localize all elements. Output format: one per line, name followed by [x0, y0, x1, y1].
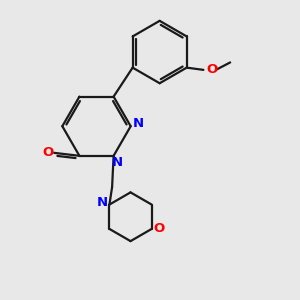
Text: N: N — [112, 156, 123, 169]
Text: N: N — [96, 196, 108, 209]
Text: O: O — [153, 222, 165, 235]
Text: O: O — [42, 146, 53, 159]
Text: O: O — [206, 63, 218, 76]
Text: N: N — [133, 117, 144, 130]
